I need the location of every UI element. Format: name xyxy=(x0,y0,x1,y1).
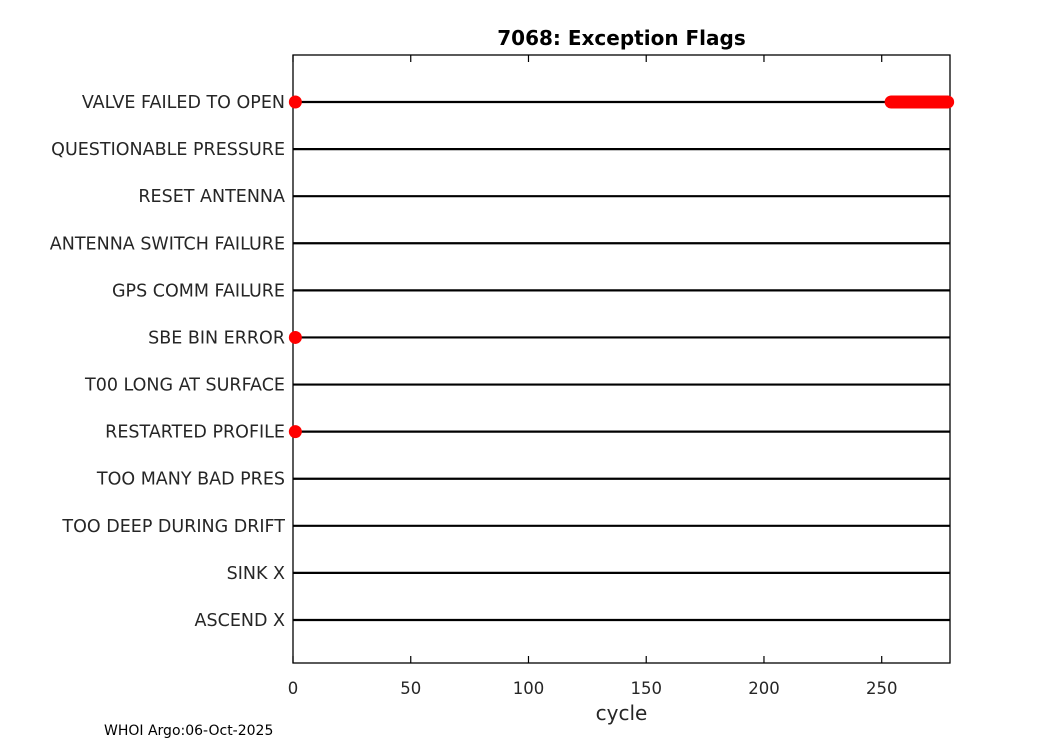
x-tick-label: 150 xyxy=(630,679,662,698)
event-marker xyxy=(288,95,302,109)
watermark-text: WHOI Argo:06-Oct-2025 xyxy=(104,723,274,739)
event-marker xyxy=(288,330,302,344)
y-category-label: GPS COMM FAILURE xyxy=(112,281,285,301)
x-tick-label: 50 xyxy=(400,679,421,698)
x-tick-label: 100 xyxy=(513,679,545,698)
y-category-label: TOO MANY BAD PRES xyxy=(96,470,285,490)
y-category-label: SINK X xyxy=(227,564,285,584)
y-category-label: VALVE FAILED TO OPEN xyxy=(82,93,285,113)
y-category-label: RESTARTED PROFILE xyxy=(105,423,285,443)
y-category-label: QUESTIONABLE PRESSURE xyxy=(51,140,285,160)
y-category-label: T00 LONG AT SURFACE xyxy=(84,376,285,396)
y-category-label: ASCEND X xyxy=(195,611,285,631)
y-category-label: SBE BIN ERROR xyxy=(148,328,285,348)
y-category-label: RESET ANTENNA xyxy=(138,187,285,207)
chart-title: 7068: Exception Flags xyxy=(497,26,746,50)
event-marker xyxy=(288,425,302,439)
x-tick-label: 250 xyxy=(866,679,898,698)
y-category-label: ANTENNA SWITCH FAILURE xyxy=(50,234,285,254)
y-category-label: TOO DEEP DURING DRIFT xyxy=(61,517,285,537)
x-axis-label: cycle xyxy=(595,701,648,725)
plot-border xyxy=(292,54,951,664)
x-tick-label: 0 xyxy=(288,679,299,698)
x-tick-label: 200 xyxy=(748,679,780,698)
